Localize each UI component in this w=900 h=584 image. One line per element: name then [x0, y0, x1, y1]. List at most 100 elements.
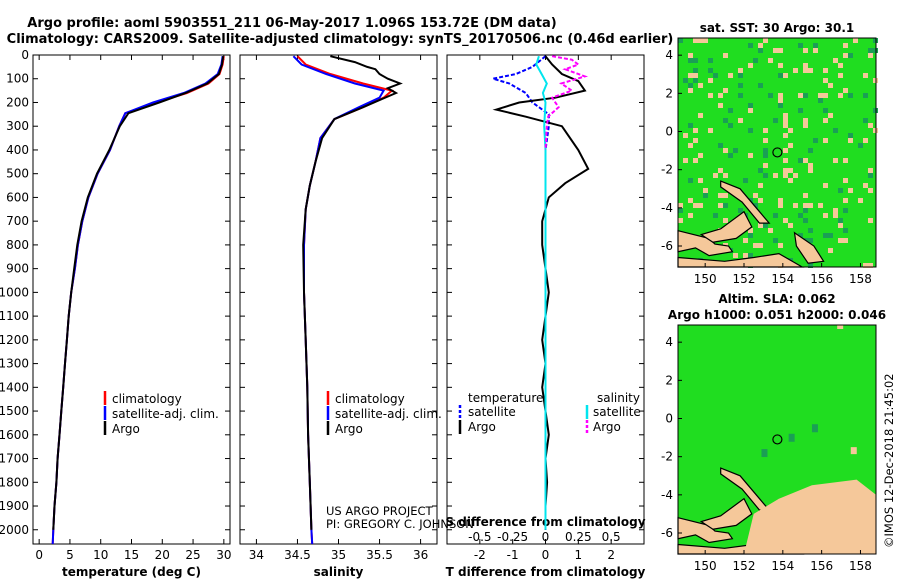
- cloud-cell: [838, 93, 843, 98]
- x-tick-label: 0: [35, 548, 43, 562]
- cool-cell: [743, 178, 748, 183]
- cool-cell: [768, 93, 773, 98]
- imos-timestamp: ©IMOS 12-Dec-2018 21:45:02: [882, 373, 896, 548]
- cloud-cell: [723, 148, 728, 153]
- cloud-cell: [688, 213, 693, 218]
- temperature-legend: climatology satellite-adj. clim. Argo: [103, 391, 219, 436]
- cloud-cell: [688, 53, 693, 58]
- cloud-cell: [693, 203, 698, 208]
- cloud-cell: [803, 158, 808, 163]
- cloud-cell: [738, 118, 743, 123]
- cool-cell: [838, 188, 843, 193]
- cloud-cell: [838, 63, 843, 68]
- cool-cell: [758, 48, 763, 53]
- lon-tick-label: 158: [849, 272, 872, 286]
- cool-cell: [728, 108, 733, 113]
- sla-cell: [788, 433, 795, 442]
- cloud-cell: [783, 158, 788, 163]
- cloud-cell: [788, 168, 793, 173]
- cool-cell: [813, 43, 818, 48]
- cloud-cell: [823, 68, 828, 73]
- cool-cell: [843, 228, 848, 233]
- cloud-cell: [813, 48, 818, 53]
- cool-cell: [773, 238, 778, 243]
- cloud-cell: [833, 213, 838, 218]
- cloud-cell: [758, 183, 763, 188]
- lat-tick-label: 0: [665, 125, 673, 139]
- argo-position-marker: [772, 147, 783, 158]
- x-tick-label: 20: [155, 548, 170, 562]
- cloud-cell: [788, 143, 793, 148]
- cool-cell: [823, 108, 828, 113]
- cloud-cell: [718, 103, 723, 108]
- legend-argo-label: Argo: [112, 422, 140, 436]
- difference-panel: -2 -1 0 1 2-0.5 -0.25 0 0.25 0.5S difference fro…: [445, 54, 646, 579]
- cool-cell: [708, 58, 713, 63]
- cool-cell: [798, 233, 803, 238]
- legend-tsat-label: satellite: [468, 405, 516, 419]
- cloud-cell: [728, 73, 733, 78]
- cloud-cell: [773, 48, 778, 53]
- x2-tick-label: -0.5: [468, 530, 491, 544]
- cloud-cell: [763, 38, 768, 43]
- cloud-cell: [803, 193, 808, 198]
- cool-cell: [803, 218, 808, 223]
- cool-cell: [838, 218, 843, 223]
- cool-cell: [798, 213, 803, 218]
- cloud-cell: [778, 243, 783, 248]
- cool-cell: [688, 58, 693, 63]
- cloud-cell: [763, 128, 768, 133]
- sla-cell: [837, 325, 844, 329]
- lon-tick-label: 154: [771, 272, 794, 286]
- cloud-cell: [808, 68, 813, 73]
- cool-cell: [848, 53, 853, 58]
- cloud-cell: [798, 93, 803, 98]
- cloud-cell: [778, 63, 783, 68]
- cloud-cell: [843, 88, 848, 93]
- cool-cell: [678, 38, 683, 43]
- cool-cell: [808, 238, 813, 243]
- cloud-cell: [783, 118, 788, 123]
- lat-tick-label: 4: [665, 335, 673, 349]
- map-title: Altim. SLA: 0.062: [718, 292, 835, 306]
- cool-cell: [848, 93, 853, 98]
- x-tick-label: 35.5: [366, 548, 393, 562]
- legend-temp-head: temperature: [468, 391, 543, 405]
- cloud-cell: [718, 203, 723, 208]
- x-axis-label: T difference from climatology: [446, 565, 646, 579]
- cloud-cell: [723, 88, 728, 93]
- cloud-cell: [698, 203, 703, 208]
- cool-cell: [723, 203, 728, 208]
- depth-tick-label: 100: [6, 72, 29, 86]
- legend-sal-head: salinity: [597, 391, 640, 405]
- x-tick-label: 34: [249, 548, 264, 562]
- cloud-cell: [868, 53, 873, 58]
- cloud-cell: [778, 48, 783, 53]
- cloud-cell: [793, 203, 798, 208]
- cloud-cell: [788, 128, 793, 133]
- cool-cell: [758, 168, 763, 173]
- cloud-cell: [698, 38, 703, 43]
- cloud-cell: [833, 58, 838, 63]
- depth-tick-label: 200: [6, 95, 29, 109]
- x-tick-label: 30: [216, 548, 231, 562]
- cool-cell: [678, 208, 683, 213]
- cool-cell: [868, 48, 873, 53]
- argo-position-marker: [772, 434, 783, 445]
- cloud-cell: [783, 148, 788, 153]
- x-tick-label: 25: [185, 548, 200, 562]
- lat-tick-label: 0: [665, 412, 673, 426]
- series-argo: [302, 55, 403, 530]
- pi-credit: PI: GREGORY C. JOHNSON: [326, 517, 474, 531]
- cloud-cell: [843, 158, 848, 163]
- cool-cell: [738, 208, 743, 213]
- cool-cell: [778, 103, 783, 108]
- project-credit: US ARGO PROJECT: [326, 504, 434, 518]
- cloud-cell: [763, 163, 768, 168]
- cool-cell: [703, 193, 708, 198]
- cloud-cell: [803, 203, 808, 208]
- cloud-cell: [783, 73, 788, 78]
- cloud-cell: [708, 128, 713, 133]
- cool-cell: [688, 178, 693, 183]
- cloud-cell: [848, 138, 853, 143]
